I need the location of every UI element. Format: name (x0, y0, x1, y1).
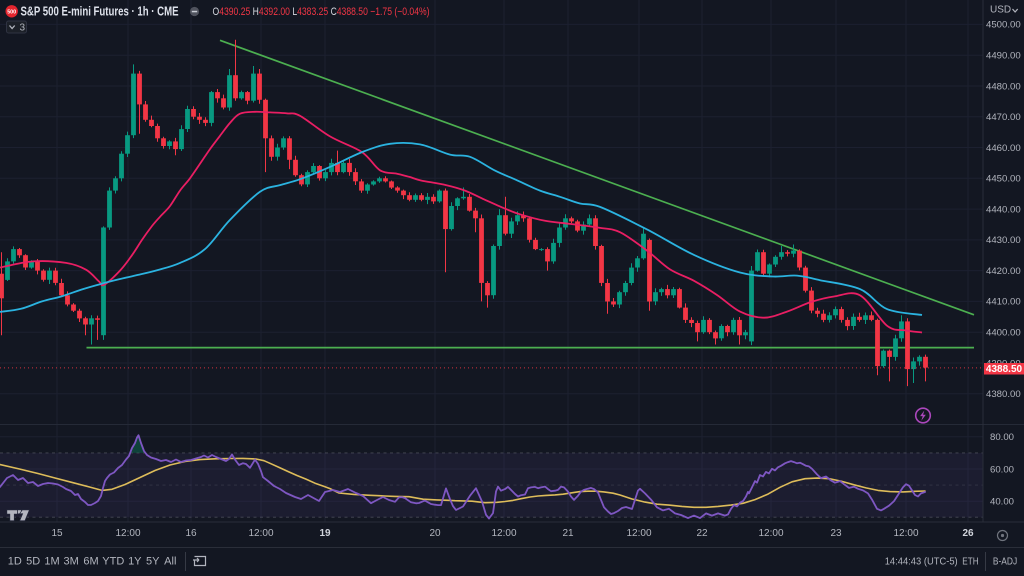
svg-text:1D: 1D (8, 556, 22, 568)
svg-text:12:00: 12:00 (248, 528, 273, 539)
svg-text:12:00: 12:00 (491, 528, 516, 539)
svg-text:O4390.25 H4392.00 L4383.25 C43: O4390.25 H4392.00 L4383.25 C4388.50 −1.7… (213, 6, 430, 18)
svg-text:20: 20 (429, 528, 441, 539)
svg-text:12:00: 12:00 (758, 528, 783, 539)
svg-text:16: 16 (185, 528, 197, 539)
svg-text:26: 26 (962, 528, 974, 539)
svg-text:4388.50: 4388.50 (986, 364, 1023, 375)
svg-text:1Y: 1Y (128, 556, 142, 568)
svg-text:B-ADJ: B-ADJ (993, 556, 1017, 568)
svg-text:60.00: 60.00 (990, 464, 1014, 475)
svg-text:4400.00: 4400.00 (986, 328, 1021, 339)
svg-text:4490.00: 4490.00 (986, 51, 1021, 62)
svg-text:12:00: 12:00 (893, 528, 918, 539)
svg-text:40.00: 40.00 (990, 497, 1014, 508)
svg-text:3M: 3M (63, 556, 78, 568)
svg-text:4460.00: 4460.00 (986, 143, 1021, 154)
svg-text:YTD: YTD (102, 556, 124, 568)
svg-text:500: 500 (7, 10, 16, 16)
svg-text:5Y: 5Y (146, 556, 160, 568)
svg-text:3: 3 (20, 23, 26, 34)
svg-text:4410.00: 4410.00 (986, 297, 1021, 308)
svg-text:14:44:43 (UTC-5): 14:44:43 (UTC-5) (885, 556, 958, 568)
svg-text:ETH: ETH (962, 556, 978, 568)
svg-text:4450.00: 4450.00 (986, 174, 1021, 185)
svg-text:19: 19 (319, 528, 331, 539)
svg-text:4480.00: 4480.00 (986, 81, 1021, 92)
svg-text:4500.00: 4500.00 (986, 20, 1021, 31)
svg-text:4430.00: 4430.00 (986, 235, 1021, 246)
svg-text:80.00: 80.00 (990, 432, 1014, 443)
svg-text:4470.00: 4470.00 (986, 112, 1021, 123)
svg-text:22: 22 (696, 528, 708, 539)
svg-text:5D: 5D (26, 556, 40, 568)
svg-text:15: 15 (51, 528, 63, 539)
svg-text:1M: 1M (44, 556, 59, 568)
svg-text:6M: 6M (83, 556, 98, 568)
svg-text:4440.00: 4440.00 (986, 204, 1021, 215)
svg-text:12:00: 12:00 (115, 528, 140, 539)
svg-text:S&P 500 E-mini Futures · 1h ·: S&P 500 E-mini Futures · 1h · CME (21, 5, 179, 19)
svg-text:12:00: 12:00 (626, 528, 651, 539)
svg-text:4420.00: 4420.00 (986, 266, 1021, 277)
svg-text:USD: USD (990, 5, 1011, 16)
svg-text:21: 21 (562, 528, 574, 539)
svg-text:4380.00: 4380.00 (986, 389, 1021, 400)
svg-text:23: 23 (830, 528, 842, 539)
svg-text:All: All (164, 556, 176, 568)
